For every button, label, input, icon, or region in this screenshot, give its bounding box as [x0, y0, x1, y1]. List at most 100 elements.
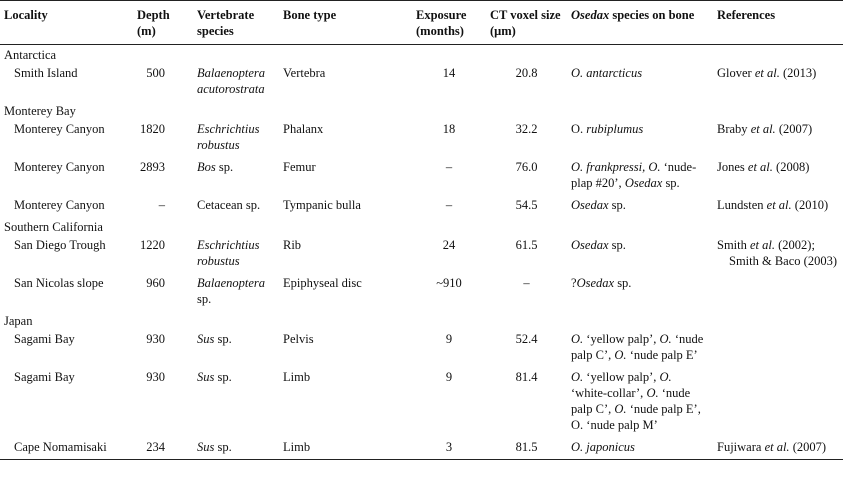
vertebrate-species: Eschrichtius robustus: [193, 235, 279, 273]
text-run: 960: [146, 276, 165, 290]
text-run: Smith: [717, 238, 750, 252]
reference: Braby et al. (2007): [713, 119, 843, 157]
text-run: Smith Island: [14, 66, 78, 80]
text-run: 24: [442, 238, 456, 252]
header-row: Locality Depth (m) Vertebrate species Bone …: [0, 0, 843, 45]
text-run: et al.: [766, 198, 792, 212]
text-run: 930: [146, 370, 165, 384]
text-run: O.: [659, 370, 672, 384]
vertebrate-species: Sus sp.: [193, 367, 279, 437]
table-header: Locality Depth (m) Vertebrate species Bone …: [0, 0, 843, 45]
text-run: 18: [442, 122, 456, 136]
text-run: et al.: [750, 238, 775, 252]
text-run: Rib: [283, 238, 302, 252]
osedax-species: O. frankpressi, O. ‘nude-plap #20’, Osed…: [567, 157, 713, 195]
exposure: 24: [412, 235, 486, 273]
text-run: O.: [646, 386, 659, 400]
region-name: Japan: [4, 314, 33, 328]
reference: Glover et al. (2013): [713, 63, 843, 101]
data-row: San Nicolas slope 960 Balaenoptera sp. Epip…: [0, 273, 843, 311]
text-run: ‘yellow palp’,: [583, 332, 660, 346]
text-run: sp.: [214, 332, 232, 346]
text-run: 9: [445, 332, 453, 346]
text-run: et al.: [764, 440, 790, 454]
osedax-species: O. ‘yellow palp’, O. ‘nude palp C’, O. ‘…: [567, 329, 713, 367]
osedax-species: ?Osedax sp.: [567, 273, 713, 311]
exposure: 18: [412, 119, 486, 157]
region-row: Antarctica: [0, 45, 843, 64]
text-run: Monterey Canyon: [14, 160, 105, 174]
text-run: (2007): [789, 440, 827, 454]
text-run: Limb: [283, 370, 311, 384]
text-run: Locality: [4, 8, 48, 22]
text-run: San Diego Trough: [14, 238, 106, 252]
text-run: O.: [571, 332, 584, 346]
region-name: Antarctica: [4, 48, 57, 62]
locality: Smith Island: [0, 63, 133, 101]
text-run: –: [523, 276, 530, 290]
text-run: sp.: [214, 370, 232, 384]
region-row: Southern California: [0, 217, 843, 235]
text-run: (2013): [779, 66, 817, 80]
bone-type: Femur: [279, 157, 412, 195]
depth: 930: [133, 367, 193, 437]
vertebrate-species: Balaenoptera acutorostrata: [193, 63, 279, 101]
text-run: Braby: [717, 122, 751, 136]
text-run: Sus: [197, 440, 215, 454]
text-run: Monterey Canyon: [14, 122, 105, 136]
text-run: Glover: [717, 66, 755, 80]
vertebrate-species: Sus sp.: [193, 329, 279, 367]
text-run: O.: [614, 402, 627, 416]
text-run: Sus: [197, 332, 215, 346]
bone-type: Vertebra: [279, 63, 412, 101]
vertebrate-species: Bos sp.: [193, 157, 279, 195]
exposure: 9: [412, 367, 486, 437]
ct-voxel-size: 20.8: [486, 63, 567, 101]
reference: Jones et al. (2008): [713, 157, 843, 195]
locality: San Diego Trough: [0, 235, 133, 273]
text-run: Sus: [197, 370, 215, 384]
exposure: 3: [412, 437, 486, 460]
vertebrate-species: Cetacean sp.: [193, 195, 279, 217]
text-run: Monterey Canyon: [14, 198, 105, 212]
text-run: O.: [659, 332, 672, 346]
depth: 960: [133, 273, 193, 311]
column-header: Bone type: [279, 0, 412, 45]
text-run: 9: [445, 370, 453, 384]
text-run: Pelvis: [283, 332, 314, 346]
text-run: Lundsten: [717, 198, 767, 212]
text-run: References: [717, 8, 776, 22]
text-run: Cetacean sp.: [197, 198, 261, 212]
exposure: 14: [412, 63, 486, 101]
text-run: sp.: [608, 198, 626, 212]
text-run: Depth (m): [137, 8, 170, 38]
text-run: Osedax: [571, 8, 610, 22]
reference: [713, 273, 843, 311]
text-run: et al.: [750, 122, 776, 136]
text-run: sp.: [197, 292, 212, 306]
data-row: Monterey Canyon 1820 Eschrichtius robustus…: [0, 119, 843, 157]
data-row: Sagami Bay 930 Sus sp. Limb 9 81.4 O. ‘yellow …: [0, 367, 843, 437]
text-run: Limb: [283, 440, 311, 454]
reference: [713, 367, 843, 437]
ct-voxel-size: 81.5: [486, 437, 567, 460]
bone-type: Phalanx: [279, 119, 412, 157]
osedax-species: O. japonicus: [567, 437, 713, 460]
text-run: 76.0: [515, 160, 538, 174]
text-run: sp.: [614, 276, 632, 290]
reference: Fujiwara et al. (2007): [713, 437, 843, 460]
reference: [713, 329, 843, 367]
text-run: 930: [146, 332, 165, 346]
text-run: Osedax: [624, 176, 663, 190]
text-run: Sagami Bay: [14, 332, 75, 346]
osedax-species: O. ‘yellow palp’, O. ‘white-collar’, O. …: [567, 367, 713, 437]
bone-type: Pelvis: [279, 329, 412, 367]
text-run: Osedax: [576, 276, 615, 290]
data-row: Monterey Canyon – Cetacean sp. Tympanic bul…: [0, 195, 843, 217]
text-run: O. frankpressi,: [571, 160, 646, 174]
text-run: Epiphyseal disc: [283, 276, 362, 290]
exposure: ~910: [412, 273, 486, 311]
vertebrate-species: Sus sp.: [193, 437, 279, 460]
ct-voxel-size: 32.2: [486, 119, 567, 157]
text-run: ‘nude palp C’,: [571, 332, 704, 362]
